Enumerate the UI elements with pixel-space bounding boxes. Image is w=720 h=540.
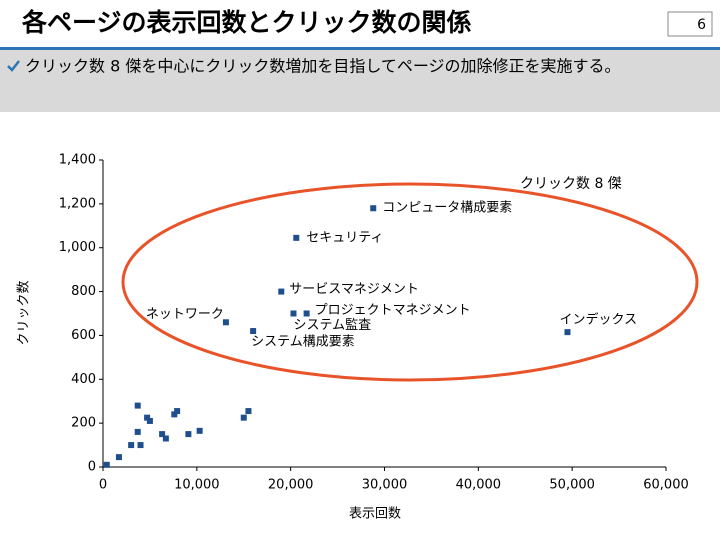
point — [250, 328, 257, 335]
point — [290, 310, 297, 317]
x-tick-label: 20,000 — [268, 478, 314, 493]
point — [137, 442, 144, 449]
point — [115, 454, 122, 461]
point — [134, 428, 141, 435]
x-tick-label: 60,000 — [643, 478, 689, 493]
page-number-box — [667, 11, 713, 37]
point — [370, 205, 377, 212]
x-tick-label: 50,000 — [549, 478, 595, 493]
point-label: サービスマネジメント — [289, 282, 419, 297]
point-label: システム監査 — [293, 317, 371, 333]
point — [293, 234, 300, 241]
point — [159, 431, 166, 438]
bullet-band — [0, 50, 720, 112]
point-label: システム構成要素 — [251, 335, 355, 350]
x-axis-label: 表示回数 — [349, 507, 401, 522]
point-label: プロジェクトマネジメント — [315, 303, 471, 318]
point — [240, 414, 247, 421]
point — [144, 414, 151, 421]
y-tick-label: 800 — [71, 284, 96, 299]
point — [171, 411, 178, 418]
point-label: コンピュータ構成要素 — [382, 201, 512, 216]
highlight-ellipse — [121, 182, 699, 382]
y-tick-label: 400 — [71, 372, 96, 387]
slide-title: 各ページの表示回数とクリック数の関係 — [21, 8, 472, 37]
point — [278, 288, 285, 295]
y-tick-label: 0 — [88, 460, 96, 475]
y-tick-label: 600 — [71, 328, 96, 343]
point — [196, 427, 203, 434]
y-tick-label: 1,200 — [59, 196, 96, 211]
point — [146, 417, 153, 424]
point — [222, 319, 229, 326]
y-tick-label: 1,000 — [59, 240, 96, 255]
y-tick-label: 1,400 — [59, 153, 96, 168]
point — [564, 329, 571, 336]
x-tick-label: 40,000 — [456, 478, 502, 493]
point — [174, 408, 181, 415]
header-rule — [0, 47, 720, 50]
point — [103, 461, 110, 468]
y-axis-label: クリック数 — [17, 280, 32, 345]
point — [162, 435, 169, 442]
page-number: 6 — [697, 17, 706, 33]
point — [245, 408, 252, 415]
x-tick-label: 0 — [99, 478, 107, 493]
point-label: インデックス — [559, 312, 637, 328]
point — [185, 431, 192, 438]
x-tick-label: 10,000 — [174, 478, 220, 493]
point-label: セキュリティ — [306, 230, 383, 245]
y-tick-label: 200 — [71, 416, 96, 431]
bullet-text: クリック数 8 傑を中心にクリック数増加を目指してページの加除修正を実施する。 — [25, 57, 621, 76]
check-icon — [7, 60, 20, 72]
x-tick-label: 30,000 — [362, 478, 408, 493]
point-label: ネットワーク — [146, 307, 224, 322]
point — [128, 442, 135, 449]
annotation: クリック数 8 傑 — [520, 176, 622, 192]
point — [134, 402, 141, 409]
point — [303, 310, 310, 317]
